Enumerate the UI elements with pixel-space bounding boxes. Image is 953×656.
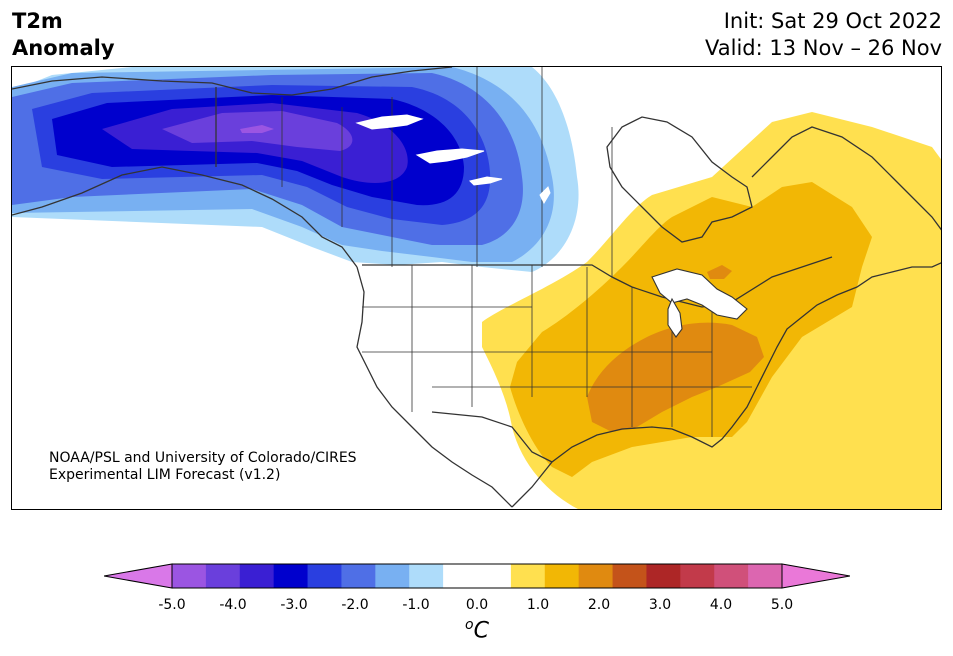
colorbar-bin (375, 564, 410, 588)
canadian-lakes (355, 114, 551, 205)
colorbar-unit: oC (465, 617, 489, 643)
degree-symbol: o (465, 617, 474, 633)
colorbar-tick-label: -5.0 (158, 597, 186, 613)
colorbar-tick-label: -4.0 (219, 597, 247, 613)
colorbar-bin (544, 564, 580, 588)
us-mexico-border (431, 411, 553, 463)
colorbar-bin (646, 564, 681, 588)
province-borders (281, 67, 613, 277)
colorbar-under-triangle (104, 563, 173, 589)
gulf-coast (511, 386, 758, 508)
alaska-north-coast (12, 67, 453, 96)
forecast-dates: Init: Sat 29 Oct 2022 Valid: 13 Nov – 26… (705, 8, 942, 62)
pacific-coast (356, 266, 513, 508)
reindeer-lake (539, 186, 551, 205)
colorbar-bin (510, 564, 546, 588)
us-state-borders (362, 265, 752, 437)
cold-anomaly-shading (12, 67, 579, 272)
colorbar-ticks: -5.0 -4.0 -3.0 -2.0 -1.0 0.0 1.0 2.0 3.0 4.0 5.0 (0, 597, 953, 617)
colorbar-bin (307, 564, 342, 588)
great-slave-lake (415, 148, 485, 164)
lake-michigan (667, 297, 683, 338)
map-frame (11, 66, 942, 510)
valid-dates: Valid: 13 Nov – 26 Nov (705, 36, 942, 60)
colorbar-tick-label: 5.0 (770, 597, 794, 613)
colorbar-tick-label: -2.0 (341, 597, 369, 613)
colorbar-tick-label: 1.0 (526, 597, 550, 613)
colorbar-outline (171, 563, 783, 589)
colorbar-bin (748, 564, 783, 588)
unit-letter: C (473, 618, 489, 644)
labrador-coast (751, 126, 941, 231)
contour-neg-4p0 (240, 125, 274, 133)
colorbar-bin (612, 564, 647, 588)
great-bear-lake (355, 114, 424, 130)
colorbar-bin (273, 564, 309, 588)
colorbar-bin (409, 564, 444, 588)
colorbar (104, 563, 850, 589)
colorbar-tick-label: 4.0 (709, 597, 733, 613)
credit-text: NOAA/PSL and University of Colorado/CIRE… (49, 450, 357, 484)
colorbar-bin (172, 564, 207, 588)
hudson-bay-coast (606, 116, 753, 243)
colorbar-bin (443, 564, 478, 588)
colorbar-tick-label: 0.0 (465, 597, 489, 613)
anomaly-map (12, 67, 941, 509)
title-line-2: Anomaly (12, 36, 115, 60)
colorbar-bin (680, 564, 715, 588)
contour-pos-1p5-b (707, 265, 732, 279)
colorbar-bin (477, 564, 512, 588)
colorbar-over-triangle (781, 563, 850, 589)
colorbar-bin (578, 564, 614, 588)
colorbar-tick-label: -1.0 (402, 597, 430, 613)
atlantic-coast (756, 262, 941, 388)
colorbar-bin (714, 564, 749, 588)
map-title: T2m Anomaly (12, 8, 115, 62)
colorbar-bin (205, 564, 241, 588)
colorbar-bin (341, 564, 376, 588)
coastlines-borders (12, 67, 941, 508)
colorbar-tick-label: 2.0 (587, 597, 611, 613)
colorbar-tick-label: 3.0 (648, 597, 672, 613)
colorbar-bin (239, 564, 275, 588)
contour-pos-1p5 (587, 322, 764, 432)
title-line-1: T2m (12, 9, 63, 33)
credit-line-2: Experimental LIM Forecast (v1.2) (49, 467, 281, 483)
lake-athabasca (469, 176, 503, 186)
init-date: Init: Sat 29 Oct 2022 (723, 9, 942, 33)
colorbar-tick-label: -3.0 (280, 597, 308, 613)
credit-line-1: NOAA/PSL and University of Colorado/CIRE… (49, 450, 357, 466)
alaska-south-coast (12, 166, 358, 268)
